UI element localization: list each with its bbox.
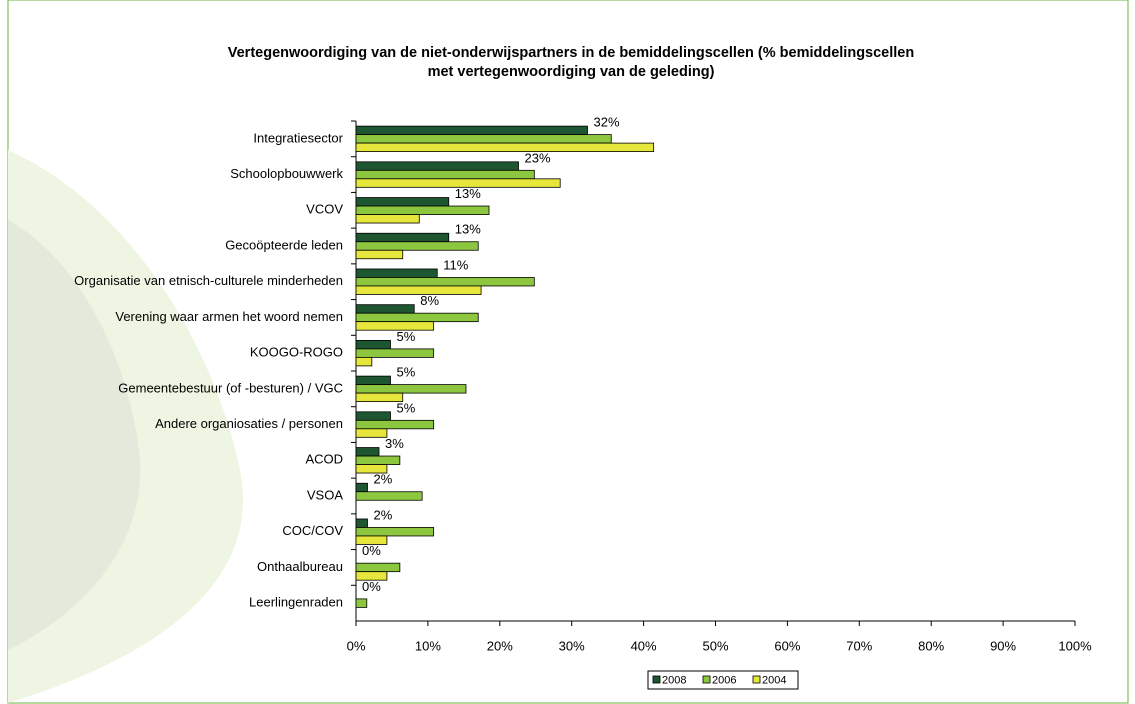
bar bbox=[355, 142, 655, 153]
bar bbox=[355, 178, 561, 188]
x-tick-label: 60% bbox=[774, 638, 800, 653]
data-label: 11% bbox=[443, 257, 468, 272]
bar bbox=[355, 241, 479, 251]
data-label: 0% bbox=[362, 579, 381, 594]
y-tick-label: Gecoöpteerde leden bbox=[225, 237, 343, 252]
bar bbox=[355, 214, 420, 224]
x-tick-label: 80% bbox=[918, 638, 944, 653]
data-label: 2% bbox=[374, 472, 393, 487]
y-tick-label: VSOA bbox=[307, 487, 343, 502]
data-label: 5% bbox=[397, 329, 416, 344]
bar bbox=[355, 455, 401, 465]
bar bbox=[355, 161, 519, 171]
bar bbox=[355, 277, 535, 287]
data-label: 5% bbox=[397, 365, 416, 380]
x-tick-label: 70% bbox=[846, 638, 872, 653]
data-label: 5% bbox=[397, 400, 416, 415]
bar bbox=[355, 169, 535, 180]
x-tick-label: 0% bbox=[347, 638, 366, 653]
x-tick-label: 30% bbox=[559, 638, 585, 653]
bar bbox=[355, 285, 482, 295]
bar bbox=[355, 535, 388, 545]
bar bbox=[355, 125, 588, 136]
bar bbox=[355, 205, 490, 215]
y-tick-label: Andere organiosaties / personen bbox=[155, 416, 343, 431]
bar bbox=[355, 232, 450, 243]
legend-swatch bbox=[652, 675, 661, 684]
bar bbox=[355, 268, 438, 278]
bar bbox=[355, 304, 415, 314]
data-label: 3% bbox=[385, 436, 404, 451]
bar bbox=[355, 562, 401, 573]
y-tick-label: Integratiesector bbox=[253, 130, 343, 145]
x-tick-label: 50% bbox=[702, 638, 728, 653]
bar bbox=[355, 447, 380, 457]
bar bbox=[355, 527, 435, 537]
bar bbox=[355, 356, 373, 367]
y-tick-label: Leerlingenraden bbox=[249, 595, 343, 610]
data-label: 13% bbox=[455, 222, 481, 237]
y-tick-label: VCOV bbox=[306, 202, 343, 217]
bar bbox=[355, 482, 368, 493]
legend-label: 2008 bbox=[662, 674, 686, 686]
legend-label: 2004 bbox=[762, 674, 786, 686]
bar bbox=[355, 392, 404, 403]
data-label: 2% bbox=[374, 507, 393, 522]
data-label: 32% bbox=[594, 115, 620, 130]
x-tick-label: 20% bbox=[487, 638, 513, 653]
y-tick-label: Gemeentebestuur (of -besturen) / VGC bbox=[118, 380, 343, 395]
legend: 2008 2006 2004 bbox=[647, 670, 799, 690]
bar bbox=[355, 518, 368, 528]
data-label: 23% bbox=[524, 150, 550, 165]
bar bbox=[355, 375, 391, 386]
y-tick-label: KOOGO-ROGO bbox=[250, 345, 343, 360]
bar bbox=[355, 134, 612, 144]
x-tick-label: 40% bbox=[631, 638, 657, 653]
bar bbox=[355, 321, 435, 331]
legend-swatch bbox=[702, 675, 711, 684]
y-tick-label: Onthaalbureau bbox=[257, 559, 343, 574]
bar bbox=[355, 598, 368, 608]
y-tick-label: ACOD bbox=[305, 452, 343, 467]
bar bbox=[355, 384, 467, 394]
x-tick-label: 10% bbox=[415, 638, 441, 653]
chart-title: Vertegenwoordiging van de niet-onderwijs… bbox=[228, 45, 914, 80]
legend-swatch bbox=[752, 675, 761, 684]
data-label: 13% bbox=[455, 186, 481, 201]
data-label: 8% bbox=[420, 293, 439, 308]
bar bbox=[355, 348, 435, 358]
y-tick-label: COC/COV bbox=[282, 523, 343, 538]
y-tick-label: Schoolopbouwwerk bbox=[230, 166, 343, 181]
bar bbox=[355, 491, 423, 501]
legend-label: 2006 bbox=[712, 674, 736, 686]
x-tick-label: 100% bbox=[1058, 638, 1092, 653]
y-tick-label: Organisatie van etnisch-culturele minder… bbox=[74, 273, 343, 288]
bar bbox=[355, 249, 404, 260]
bar bbox=[355, 339, 391, 350]
bar bbox=[355, 411, 391, 421]
bar bbox=[355, 464, 388, 474]
background-decor bbox=[8, 220, 141, 650]
x-tick-label: 90% bbox=[990, 638, 1016, 653]
legend-box bbox=[647, 670, 799, 690]
bar bbox=[355, 197, 450, 207]
bar bbox=[355, 419, 435, 430]
bar bbox=[355, 428, 388, 438]
bar bbox=[355, 312, 479, 323]
bar bbox=[355, 571, 388, 581]
y-tick-label: Verening waar armen het woord nemen bbox=[115, 309, 343, 324]
data-label: 0% bbox=[362, 543, 381, 558]
